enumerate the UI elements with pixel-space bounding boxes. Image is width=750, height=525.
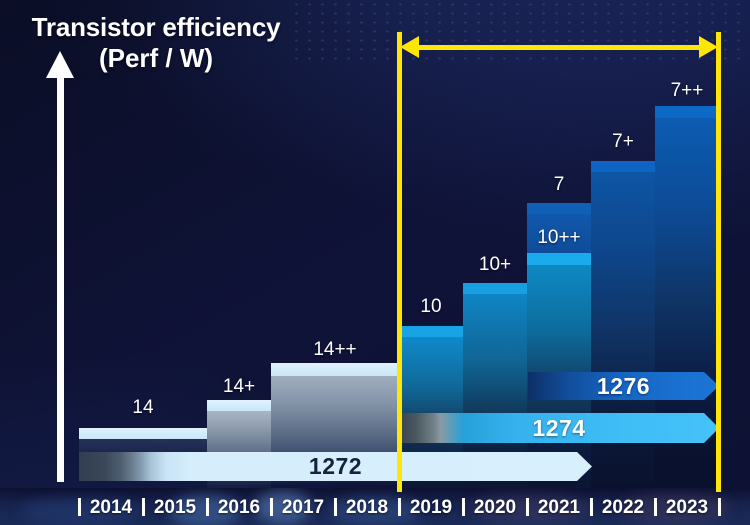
year-label-2022: 2022: [601, 497, 645, 518]
bar-7-cap: [527, 203, 591, 214]
year-axis-tick: [206, 498, 209, 516]
bar-7plus-cap: [591, 161, 655, 172]
year-axis-tick: [78, 498, 81, 516]
year-label-2023: 2023: [665, 497, 709, 518]
node-label-14plusplus: 14++: [313, 339, 357, 360]
y-axis-arrow-shaft: [57, 76, 64, 482]
year-axis-tick: [654, 498, 657, 516]
year-axis-tick: [526, 498, 529, 516]
year-axis-tick: [590, 498, 593, 516]
node-label-14: 14: [132, 397, 154, 418]
bar-10plusplus-cap: [527, 253, 591, 265]
process-arrow-1272: 1272: [79, 452, 592, 481]
background-bokeh: [470, 494, 590, 524]
background-bokeh: [330, 496, 420, 525]
bar-14-cap: [79, 428, 207, 439]
highlight-span-arrow-line: [411, 45, 707, 50]
chart-title-line1: Transistor efficiency: [31, 12, 281, 42]
highlight-span-arrowhead-left-icon: [400, 36, 419, 58]
bar-14plusplus-cap: [271, 363, 399, 376]
highlight-box-right-line: [716, 32, 721, 492]
year-axis-tick: [718, 498, 721, 516]
node-label-7: 7: [553, 174, 565, 195]
year-label-2018: 2018: [345, 497, 389, 518]
chart-title-line2: (Perf / W): [98, 42, 214, 73]
year-label-2015: 2015: [153, 497, 197, 518]
chart-title: Transistor efficiency (Perf / W): [10, 12, 302, 73]
bar-10-cap: [399, 326, 463, 337]
highlight-span-arrowhead-right-icon: [699, 36, 718, 58]
year-label-2017: 2017: [281, 497, 325, 518]
year-axis-tick: [142, 498, 145, 516]
node-label-7plusplus: 7++: [670, 80, 704, 101]
year-axis-tick: [334, 498, 337, 516]
background-dot-lights: [290, 0, 750, 66]
process-arrow-1272-label: 1272: [308, 453, 363, 479]
process-arrow-1276: 1276: [528, 372, 719, 400]
bar-10plus-cap: [463, 283, 527, 294]
bar-14plus-cap: [207, 400, 271, 411]
year-axis-tick: [462, 498, 465, 516]
highlight-box-left-line: [397, 32, 402, 492]
node-label-7plus: 7+: [612, 131, 634, 152]
year-axis-tick: [398, 498, 401, 516]
process-arrow-1274: 1274: [399, 413, 719, 443]
background-bottom-strip: [0, 488, 750, 525]
node-label-10plusplus: 10++: [537, 227, 581, 248]
year-label-2019: 2019: [409, 497, 453, 518]
background-bokeh: [255, 490, 311, 524]
node-label-10: 10: [420, 296, 442, 317]
process-arrow-1274-label: 1274: [532, 414, 586, 441]
node-label-10plus: 10+: [478, 254, 512, 275]
node-label-14plus: 14+: [222, 376, 256, 397]
bar-7-body: [527, 214, 591, 253]
background-bokeh: [170, 494, 240, 525]
year-label-2014: 2014: [89, 497, 133, 518]
process-arrow-1276-label: 1276: [596, 372, 651, 399]
year-label-2020: 2020: [473, 497, 517, 518]
background-bokeh: [620, 492, 730, 524]
bar-7plusplus-cap: [655, 106, 719, 118]
y-axis-arrow-head-icon: [46, 51, 74, 78]
year-label-2021: 2021: [537, 497, 581, 518]
year-label-2016: 2016: [217, 497, 261, 518]
year-axis-tick: [270, 498, 273, 516]
